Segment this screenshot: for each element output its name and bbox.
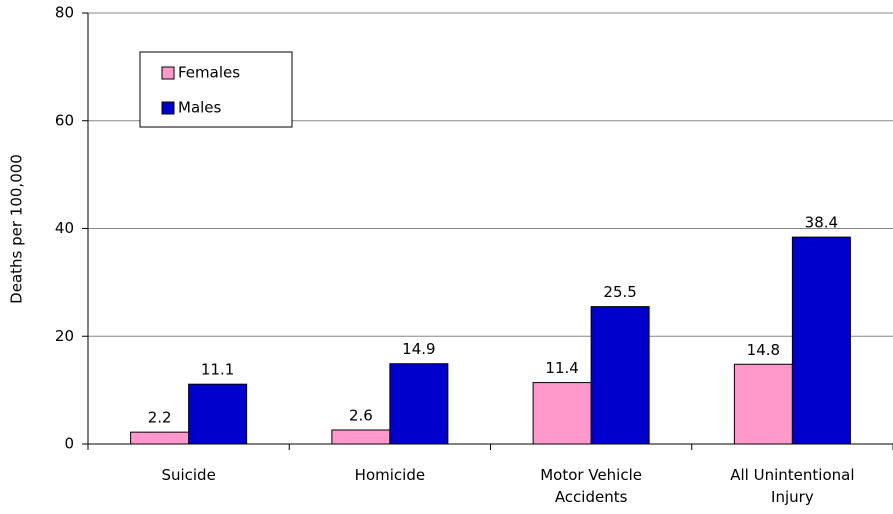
x-tick-label: Motor Vehicle Accidents — [540, 466, 642, 506]
data-label: 14.9 — [402, 340, 435, 358]
data-label: 2.2 — [148, 409, 172, 427]
y-tick-label: 0 — [64, 435, 74, 453]
bar — [791, 236, 851, 445]
bar — [733, 363, 793, 445]
data-label: 25.5 — [603, 283, 636, 301]
bar — [331, 429, 391, 445]
data-label: 14.8 — [747, 341, 780, 359]
bar — [590, 306, 650, 445]
y-tick-label: 80 — [55, 4, 74, 22]
bar — [532, 382, 592, 445]
legend-swatch — [161, 101, 175, 115]
data-label: 11.1 — [201, 361, 234, 379]
legend-label: Females — [178, 64, 240, 82]
data-label: 2.6 — [349, 406, 373, 424]
bar — [188, 383, 248, 445]
bar — [389, 363, 449, 445]
data-label: 38.4 — [805, 214, 838, 232]
bar — [130, 431, 190, 445]
x-tick-label: Suicide — [161, 466, 216, 484]
legend-label: Males — [178, 99, 222, 117]
y-tick-label: 20 — [55, 327, 74, 345]
y-tick-label: 60 — [55, 111, 74, 129]
x-tick-label: All Unintentional Injury — [730, 466, 855, 506]
y-axis-label: Deaths per 100,000 — [8, 154, 26, 304]
data-label: 11.4 — [545, 359, 578, 377]
y-tick-label: 40 — [55, 219, 74, 237]
legend-swatch — [161, 66, 175, 80]
x-tick-label: Homicide — [354, 466, 426, 484]
